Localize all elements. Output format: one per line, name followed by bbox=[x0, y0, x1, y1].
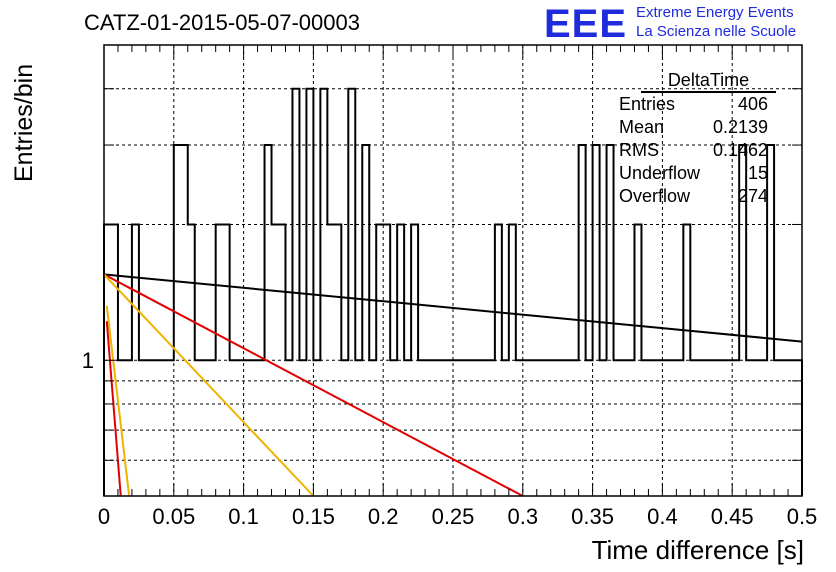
stats-row: Overflow 274 bbox=[611, 185, 776, 208]
x-tick-label: 0.3 bbox=[508, 504, 539, 529]
stats-value: 0.1462 bbox=[712, 140, 768, 160]
x-tick-label: 0.15 bbox=[292, 504, 335, 529]
stats-value: 15 bbox=[747, 163, 768, 183]
x-tick-label: 0.05 bbox=[152, 504, 195, 529]
histogram-outline bbox=[103, 87, 803, 496]
fit-line-2 bbox=[103, 273, 524, 497]
fit-line-4 bbox=[105, 305, 131, 497]
fit-line-3 bbox=[103, 273, 315, 497]
x-tick-label: 0.2 bbox=[368, 504, 399, 529]
y-axis-label: Entries/bin bbox=[10, 63, 38, 182]
x-tick-label: 0.45 bbox=[711, 504, 754, 529]
logo-line-2: La Scienza nelle Scuole bbox=[636, 23, 797, 40]
fit-line-1 bbox=[103, 273, 803, 343]
x-tick-label: 0.5 bbox=[787, 504, 818, 529]
stats-value: 274 bbox=[737, 186, 768, 206]
stats-title: DeltaTime bbox=[641, 70, 776, 93]
stats-label: Mean bbox=[619, 117, 665, 137]
histogram-bars bbox=[103, 87, 803, 496]
axes: 0 0.05 0.1 0.15 0.2 0.25 0.3 0.35 0.4 0.45 0.5 1 bbox=[82, 44, 818, 529]
fit-curves bbox=[103, 273, 803, 497]
stats-value: 0.2139 bbox=[712, 117, 768, 137]
stats-box: DeltaTime Entries 406 Mean 0.2139 RMS 0.146… bbox=[611, 70, 776, 208]
logo-line-1: Extreme Energy Events bbox=[636, 4, 794, 21]
stats-row: Mean 0.2139 bbox=[611, 116, 776, 139]
x-tick-label: 0.1 bbox=[228, 504, 259, 529]
x-tick-label: 0.4 bbox=[647, 504, 678, 529]
stats-row: Underflow 15 bbox=[611, 162, 776, 185]
stats-label: Overflow bbox=[619, 186, 691, 206]
y-tick-label: 1 bbox=[82, 348, 94, 373]
chart-title: CATZ-01-2015-05-07-00003 bbox=[84, 10, 360, 35]
x-tick-label: 0.25 bbox=[432, 504, 475, 529]
logo-caption: Extreme Energy Events La Scienza nelle S… bbox=[636, 3, 796, 41]
stats-label: Entries bbox=[619, 94, 676, 114]
stats-value: 406 bbox=[737, 94, 768, 114]
stats-row: RMS 0.1462 bbox=[611, 139, 776, 162]
stats-row: Entries 406 bbox=[611, 93, 776, 116]
x-tick-label: 0 bbox=[98, 504, 110, 529]
x-tick-label: 0.35 bbox=[571, 504, 614, 529]
stats-label: Underflow bbox=[619, 163, 701, 183]
x-axis-label: Time difference [s] bbox=[591, 535, 804, 565]
fit-line-5 bbox=[105, 321, 122, 497]
stats-label: RMS bbox=[619, 140, 659, 160]
eee-logo: EEE bbox=[544, 2, 628, 46]
